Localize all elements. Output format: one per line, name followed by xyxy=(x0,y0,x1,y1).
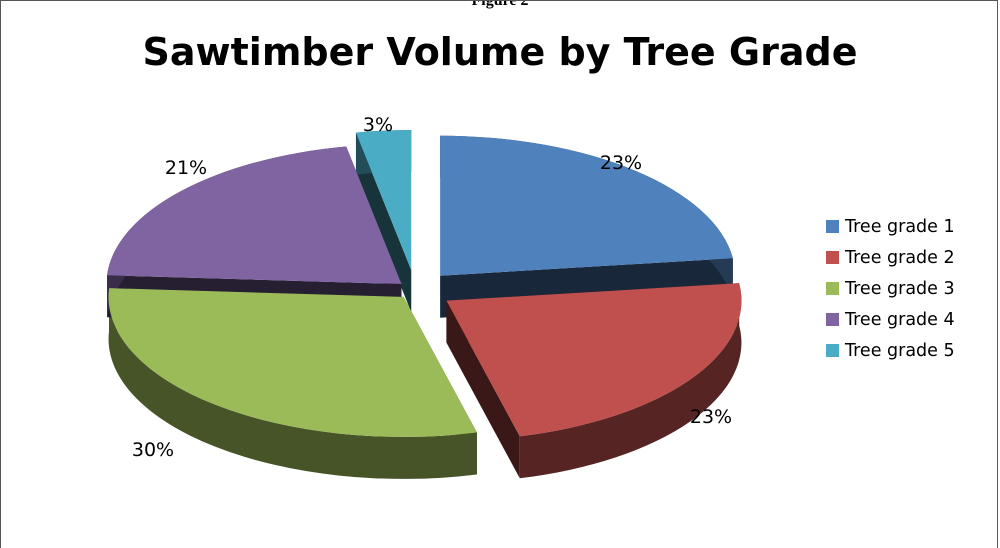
pie-slice-side-2 xyxy=(519,283,742,479)
legend-swatch-3 xyxy=(826,282,839,295)
legend-item-2: Tree grade 2 xyxy=(826,242,955,273)
legend-swatch-1 xyxy=(826,220,839,233)
legend-swatch-5 xyxy=(826,344,839,357)
data-label-3: 30% xyxy=(132,439,174,461)
legend-label-2: Tree grade 2 xyxy=(845,247,955,268)
figure-caption: Figure 2 xyxy=(471,0,529,9)
pie-slice-side-3 xyxy=(108,288,477,479)
legend-label-5: Tree grade 5 xyxy=(845,340,955,361)
data-label-4: 21% xyxy=(165,157,207,179)
pie-slice-3 xyxy=(108,288,477,437)
legend-label-3: Tree grade 3 xyxy=(845,278,955,299)
legend-item-5: Tree grade 5 xyxy=(826,335,955,366)
pie-slice-wall-2 xyxy=(446,300,520,479)
pie-slice-1 xyxy=(440,135,733,276)
legend-swatch-4 xyxy=(826,313,839,326)
pie-slice-2 xyxy=(446,283,742,437)
legend-label-4: Tree grade 4 xyxy=(845,309,955,330)
legend-item-1: Tree grade 1 xyxy=(826,211,955,242)
legend-item-3: Tree grade 3 xyxy=(826,273,955,304)
legend-item-4: Tree grade 4 xyxy=(826,304,955,335)
legend-label-1: Tree grade 1 xyxy=(845,216,955,237)
pie-slice-5 xyxy=(355,130,412,271)
legend: Tree grade 1 Tree grade 2 Tree grade 3 Tree… xyxy=(826,211,955,366)
chart-title: Sawtimber Volume by Tree Grade xyxy=(142,30,858,74)
pie-slice-4 xyxy=(107,146,402,285)
pie-slice-wall-5 xyxy=(355,132,412,313)
data-label-2: 23% xyxy=(690,406,732,428)
data-label-5: 3% xyxy=(363,114,393,136)
legend-swatch-2 xyxy=(826,251,839,264)
data-label-1: 23% xyxy=(600,152,642,174)
